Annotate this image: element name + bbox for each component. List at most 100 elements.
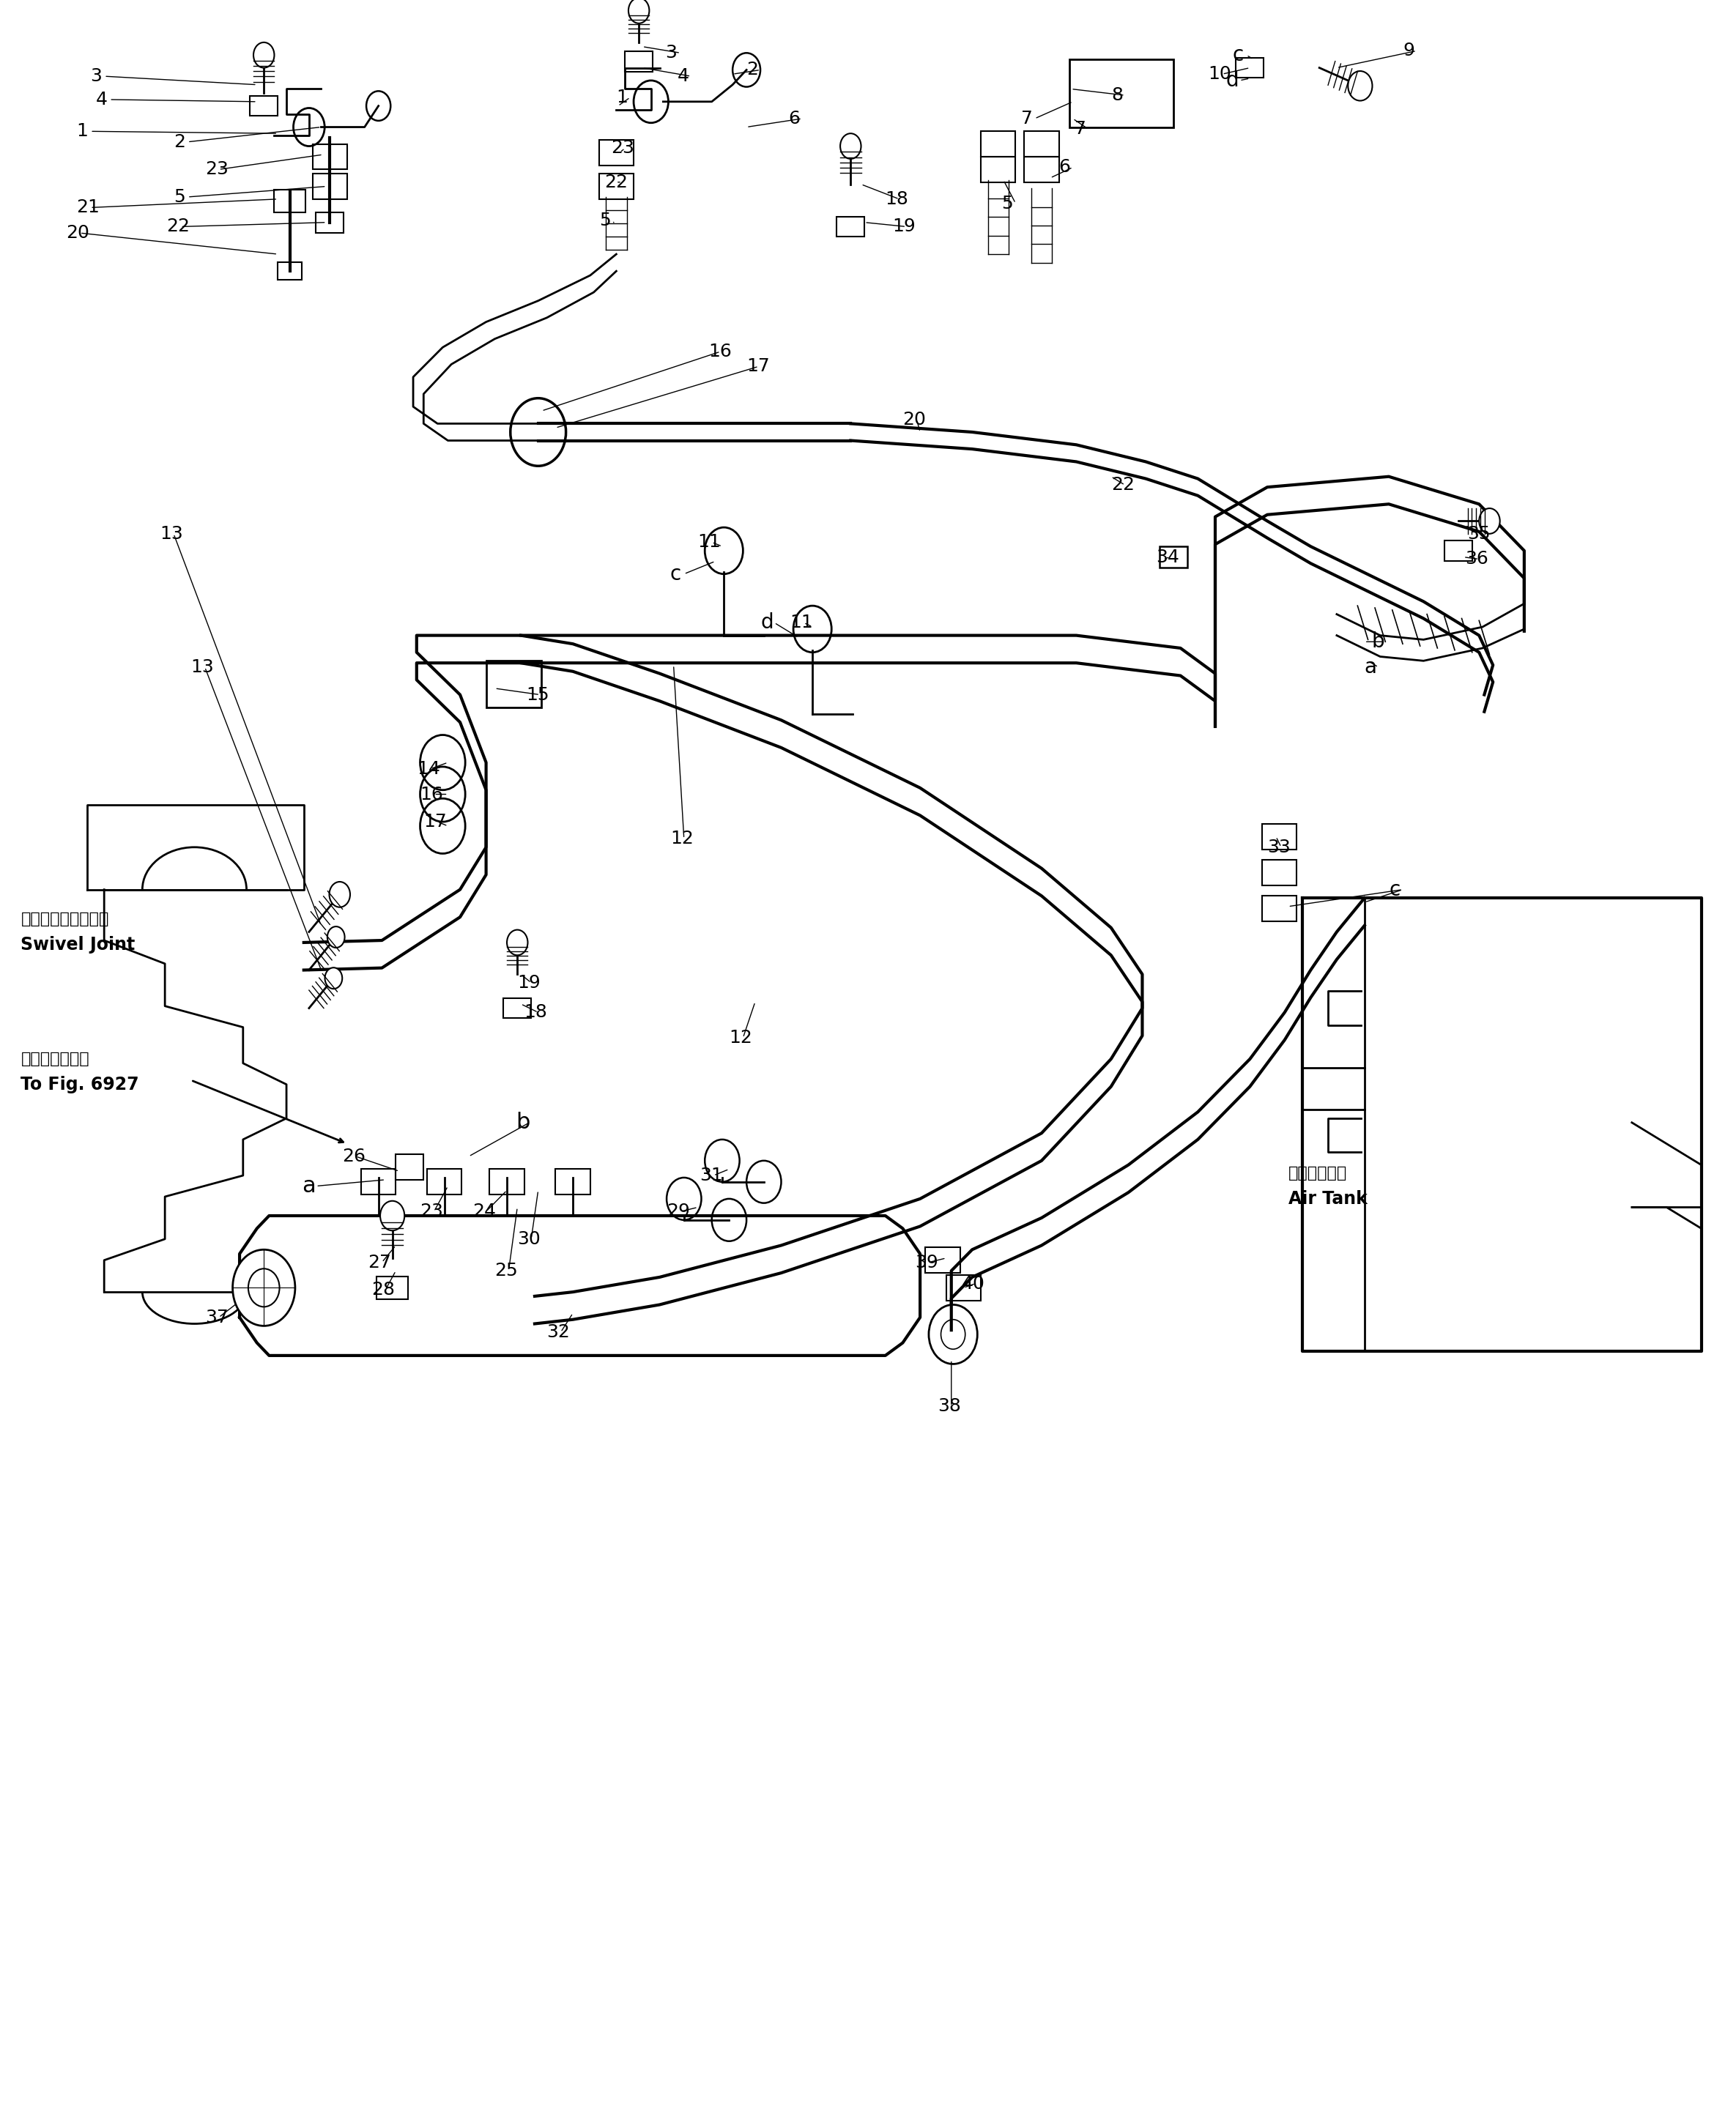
- Text: 7: 7: [1021, 110, 1033, 127]
- Text: 2: 2: [174, 133, 186, 150]
- Text: 3: 3: [90, 68, 102, 85]
- Bar: [1024, 131, 1059, 157]
- Text: 29: 29: [667, 1203, 689, 1220]
- Text: a: a: [302, 1175, 316, 1197]
- Text: 20: 20: [903, 411, 925, 428]
- Text: b: b: [516, 1112, 529, 1133]
- Text: 5: 5: [599, 212, 611, 229]
- Bar: [925, 1248, 960, 1273]
- Text: 6: 6: [788, 110, 800, 127]
- Text: 16: 16: [420, 786, 443, 803]
- Circle shape: [1479, 508, 1500, 534]
- Bar: [556, 1169, 590, 1195]
- Text: 37: 37: [205, 1309, 227, 1326]
- Text: 40: 40: [962, 1275, 984, 1292]
- Text: 19: 19: [517, 974, 540, 991]
- Text: 23: 23: [205, 161, 227, 178]
- Bar: [1236, 57, 1264, 78]
- Text: 24: 24: [472, 1203, 496, 1220]
- Text: 8: 8: [1111, 87, 1123, 104]
- Text: 39: 39: [915, 1254, 937, 1271]
- Circle shape: [380, 1201, 404, 1231]
- Text: 17: 17: [746, 358, 769, 375]
- Text: 17: 17: [424, 813, 446, 830]
- Text: 26: 26: [342, 1148, 366, 1165]
- Text: 23: 23: [420, 1203, 443, 1220]
- Text: 18: 18: [524, 1004, 547, 1021]
- Bar: [1262, 896, 1297, 921]
- Bar: [503, 998, 531, 1019]
- Text: 18: 18: [885, 191, 908, 208]
- Text: エアータンク: エアータンク: [1288, 1167, 1347, 1180]
- Text: 10: 10: [1208, 66, 1231, 83]
- Text: 12: 12: [670, 830, 693, 847]
- Text: 34: 34: [1156, 549, 1179, 566]
- Bar: [278, 263, 302, 280]
- Circle shape: [253, 42, 274, 68]
- Text: 25: 25: [495, 1262, 517, 1279]
- Bar: [981, 157, 1016, 182]
- Polygon shape: [240, 1216, 920, 1356]
- Text: c: c: [670, 563, 681, 585]
- Text: 22: 22: [604, 174, 628, 191]
- Bar: [361, 1169, 396, 1195]
- Circle shape: [328, 926, 345, 947]
- Text: Swivel Joint: Swivel Joint: [21, 936, 135, 953]
- Circle shape: [325, 968, 342, 989]
- Text: 27: 27: [368, 1254, 391, 1271]
- Text: 15: 15: [526, 686, 549, 703]
- Text: 4: 4: [95, 91, 108, 108]
- Bar: [837, 216, 865, 237]
- Text: 7: 7: [1075, 121, 1087, 138]
- Bar: [396, 1154, 424, 1180]
- Text: 6: 6: [1059, 159, 1071, 176]
- Text: 3: 3: [665, 44, 677, 61]
- Bar: [274, 191, 306, 212]
- Text: 22: 22: [1111, 477, 1135, 493]
- Text: 11: 11: [698, 534, 720, 551]
- Bar: [312, 174, 347, 199]
- Text: c: c: [1389, 879, 1399, 900]
- Text: 19: 19: [892, 218, 915, 235]
- Text: 2: 2: [746, 61, 759, 78]
- Bar: [1069, 59, 1174, 127]
- Circle shape: [840, 133, 861, 159]
- Bar: [427, 1169, 462, 1195]
- Text: 33: 33: [1267, 839, 1290, 856]
- Text: 16: 16: [708, 343, 731, 360]
- Text: 32: 32: [547, 1324, 569, 1341]
- Circle shape: [628, 0, 649, 23]
- Circle shape: [1347, 72, 1371, 102]
- Text: 31: 31: [700, 1167, 722, 1184]
- Bar: [981, 131, 1016, 157]
- Bar: [599, 174, 634, 199]
- Bar: [1262, 824, 1297, 849]
- Text: To Fig. 6927: To Fig. 6927: [21, 1076, 139, 1093]
- Text: a: a: [1364, 657, 1377, 678]
- Bar: [1262, 860, 1297, 885]
- Bar: [490, 1169, 524, 1195]
- Text: 13: 13: [160, 525, 182, 542]
- Text: 30: 30: [517, 1231, 540, 1248]
- Text: 36: 36: [1465, 551, 1488, 568]
- Bar: [625, 51, 653, 72]
- Bar: [599, 140, 634, 165]
- Bar: [1024, 157, 1059, 182]
- Text: 12: 12: [729, 1029, 752, 1046]
- Text: 20: 20: [66, 225, 89, 241]
- Bar: [377, 1277, 408, 1298]
- Text: b: b: [1371, 631, 1384, 652]
- Text: 1: 1: [616, 89, 628, 106]
- Circle shape: [507, 930, 528, 955]
- Bar: [1160, 546, 1187, 568]
- Text: 28: 28: [372, 1281, 396, 1298]
- Text: 38: 38: [937, 1398, 960, 1415]
- Text: 1: 1: [76, 123, 89, 140]
- Text: 23: 23: [611, 140, 634, 157]
- Bar: [312, 144, 347, 169]
- Bar: [946, 1275, 981, 1300]
- Text: 11: 11: [790, 614, 812, 631]
- Text: 9: 9: [1403, 42, 1415, 59]
- Circle shape: [233, 1250, 295, 1326]
- Text: 21: 21: [76, 199, 99, 216]
